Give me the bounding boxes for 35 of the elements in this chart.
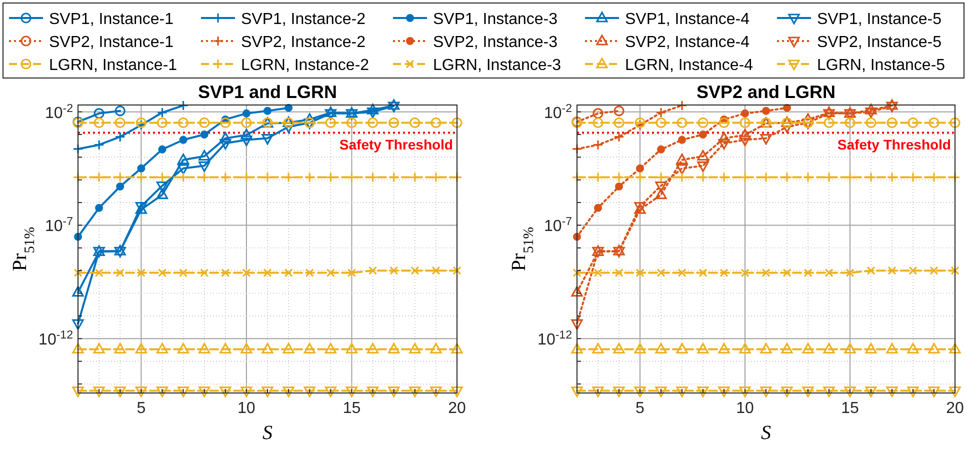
x-tick-label: 5 xyxy=(636,400,645,417)
legend-label: SVP1, Instance-1 xyxy=(49,11,174,28)
legend-label: LGRN, Instance-5 xyxy=(817,57,946,74)
legend-label: SVP1, Instance-3 xyxy=(433,11,558,28)
x-tick-label: 20 xyxy=(448,400,466,417)
x-tick-label: 10 xyxy=(238,400,256,417)
x-tick-label: 5 xyxy=(136,400,146,417)
chart-title: SVP2 and LGRN xyxy=(696,82,836,102)
legend-label: SVP2, Instance-3 xyxy=(433,34,558,51)
legend-label: LGRN, Instance-2 xyxy=(241,57,370,74)
legend-label: SVP1, Instance-2 xyxy=(241,11,366,28)
legend-label: LGRN, Instance-1 xyxy=(49,57,178,74)
y-tick-label: 10$^{-12}$ xyxy=(538,330,572,349)
legend-label: SVP1, Instance-5 xyxy=(817,11,942,28)
legend-label: SVP2, Instance-5 xyxy=(817,34,942,51)
ref-line-label: Safety Threshold xyxy=(339,136,453,153)
x-tick-label: 20 xyxy=(946,400,964,417)
x-axis-title: S xyxy=(761,422,771,444)
y-tick-label: 10$^{-12}$ xyxy=(38,330,73,349)
y-tick-label: 10$^{-2}$ xyxy=(544,102,572,122)
legend-label: SVP2, Instance-2 xyxy=(241,34,366,51)
legend-label: SVP2, Instance-1 xyxy=(49,34,174,51)
y-tick-label: 10$^{-7}$ xyxy=(44,216,73,236)
x-tick-label: 10 xyxy=(736,400,754,417)
x-axis-title: S xyxy=(262,422,272,444)
x-tick-label: 15 xyxy=(342,400,361,417)
legend-label: SVP1, Instance-4 xyxy=(625,11,750,28)
y-tick-label: 10$^{-7}$ xyxy=(544,216,572,236)
ref-line-label: Safety Threshold xyxy=(837,136,951,153)
y-tick-label: 10$^{-2}$ xyxy=(44,102,73,122)
legend-label: SVP2, Instance-4 xyxy=(625,34,750,51)
legend-label: LGRN, Instance-4 xyxy=(625,57,754,74)
legend-label: LGRN, Instance-3 xyxy=(433,57,562,74)
x-tick-label: 15 xyxy=(841,400,859,417)
chart-title: SVP1 and LGRN xyxy=(198,82,338,102)
